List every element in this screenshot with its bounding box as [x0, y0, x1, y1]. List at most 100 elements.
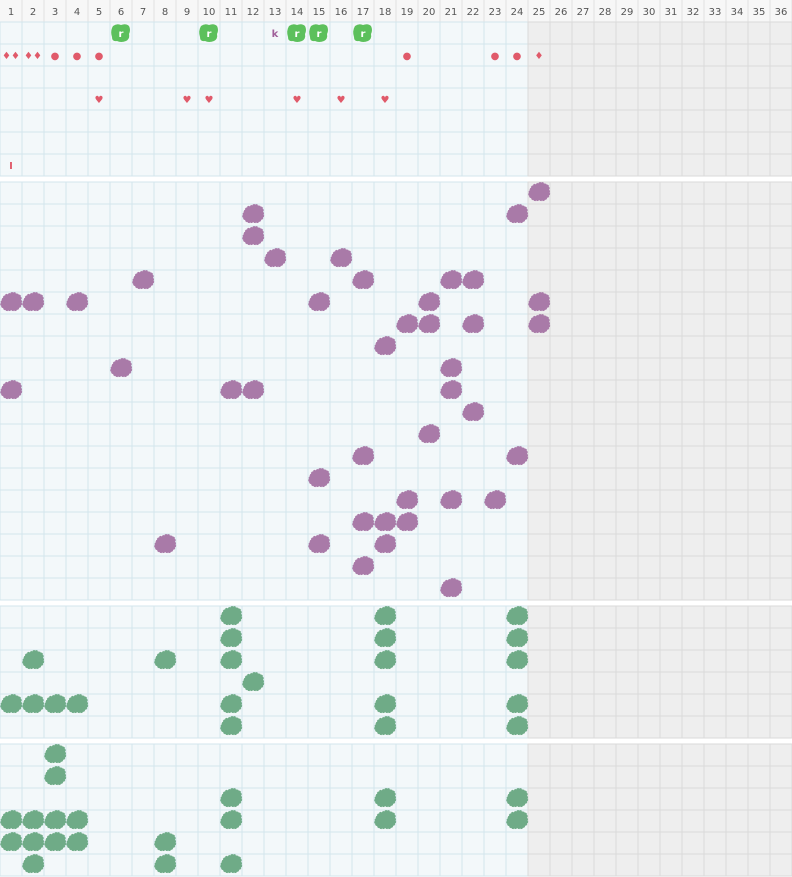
cell	[87, 671, 111, 695]
cell	[87, 247, 111, 271]
cell	[483, 203, 507, 227]
cell	[263, 445, 287, 469]
cell	[527, 787, 551, 811]
cell	[65, 533, 89, 557]
cell	[395, 533, 419, 557]
cell	[505, 269, 529, 293]
cell	[307, 649, 331, 673]
cell	[153, 21, 177, 45]
cell	[197, 555, 221, 579]
cell	[681, 765, 705, 789]
cell	[593, 533, 617, 557]
column-label: 19	[401, 7, 414, 18]
column-label: 1	[8, 7, 14, 18]
cell	[571, 21, 595, 45]
cell	[65, 555, 89, 579]
cell	[285, 467, 309, 491]
cell	[549, 65, 573, 89]
cell	[197, 379, 221, 403]
cell	[197, 533, 221, 557]
cell	[549, 743, 573, 767]
cell	[175, 131, 199, 155]
cell	[461, 671, 485, 695]
blob	[506, 204, 529, 224]
cell	[197, 671, 221, 695]
tile-label: r	[317, 29, 322, 40]
column-label: 14	[291, 7, 304, 18]
cell	[593, 21, 617, 45]
cell	[263, 605, 287, 629]
cell	[373, 181, 397, 205]
cell	[263, 269, 287, 293]
cell	[109, 787, 133, 811]
cell	[637, 335, 661, 359]
cell	[285, 533, 309, 557]
blob	[506, 788, 529, 808]
cell	[549, 809, 573, 833]
cell	[43, 269, 67, 293]
cell	[307, 247, 331, 271]
cell	[351, 181, 375, 205]
cell	[417, 511, 441, 535]
blob	[352, 270, 375, 290]
cell	[263, 649, 287, 673]
cell	[659, 87, 683, 111]
cell	[329, 853, 353, 877]
cell	[439, 533, 463, 557]
cell	[637, 401, 661, 425]
cell	[703, 181, 727, 205]
cell	[351, 313, 375, 337]
cell	[153, 555, 177, 579]
cell	[43, 379, 67, 403]
cell	[571, 357, 595, 381]
cell	[241, 21, 265, 45]
blob	[66, 292, 89, 312]
cell	[703, 489, 727, 513]
cell	[769, 627, 792, 651]
cell	[0, 577, 23, 601]
cell	[659, 181, 683, 205]
cell	[0, 787, 23, 811]
cell	[747, 467, 771, 491]
blob	[0, 694, 23, 714]
cell	[373, 21, 397, 45]
cell	[615, 765, 639, 789]
cell	[747, 181, 771, 205]
cell	[769, 313, 792, 337]
cell	[527, 401, 551, 425]
blob	[242, 204, 265, 224]
cell	[21, 511, 45, 535]
cell	[615, 809, 639, 833]
cell	[285, 809, 309, 833]
marker: ♥	[95, 95, 104, 106]
cell	[417, 225, 441, 249]
cell	[747, 357, 771, 381]
cell	[219, 131, 243, 155]
blob	[418, 314, 441, 334]
cell	[395, 87, 419, 111]
cell	[351, 401, 375, 425]
cell	[219, 357, 243, 381]
column-label: 7	[140, 7, 146, 18]
cell	[681, 555, 705, 579]
blob	[22, 292, 45, 312]
cell	[307, 715, 331, 739]
cell	[659, 153, 683, 177]
cell	[681, 225, 705, 249]
cell	[219, 269, 243, 293]
cell	[769, 335, 792, 359]
cell	[241, 533, 265, 557]
cell	[483, 605, 507, 629]
cell	[439, 335, 463, 359]
cell	[461, 291, 485, 315]
cell	[747, 627, 771, 651]
cell	[285, 335, 309, 359]
cell	[769, 423, 792, 447]
cell	[769, 21, 792, 45]
cell	[681, 831, 705, 855]
cell	[153, 627, 177, 651]
cell	[0, 467, 23, 491]
cell	[483, 247, 507, 271]
cell	[87, 445, 111, 469]
